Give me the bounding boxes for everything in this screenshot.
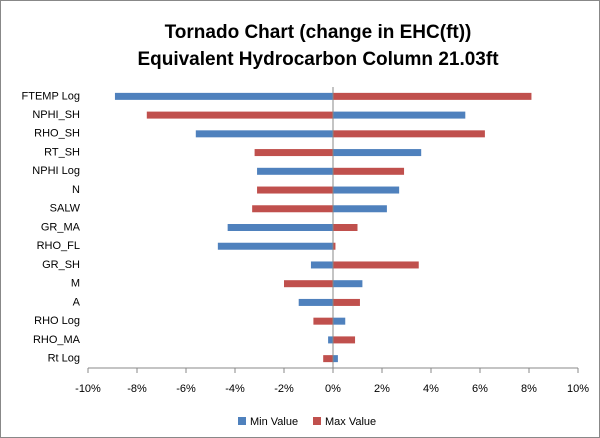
bar <box>333 130 485 138</box>
bar <box>257 186 333 194</box>
bar <box>252 205 333 213</box>
bar <box>333 205 387 213</box>
chart-title: Tornado Chart (change in EHC(ft)) <box>165 22 472 43</box>
y-tick-label: NPHI Log <box>32 165 80 177</box>
y-tick-label: RHO Log <box>34 315 80 327</box>
x-tick-label: 4% <box>423 383 439 395</box>
bar <box>333 261 419 269</box>
bar <box>323 355 333 363</box>
bar <box>333 186 400 194</box>
legend-label: Max Value <box>325 416 376 428</box>
y-tick-label: FTEMP Log <box>22 90 81 102</box>
x-tick-label: -8% <box>127 383 147 395</box>
y-tick-label: Rt Log <box>48 353 80 365</box>
bar <box>284 280 333 288</box>
y-tick-label: SALW <box>50 203 81 215</box>
y-tick-label: GR_MA <box>41 221 81 233</box>
y-tick-label: N <box>72 184 80 196</box>
bar <box>333 280 363 288</box>
x-tick-label: 2% <box>374 383 390 395</box>
y-tick-label: RT_SH <box>44 146 80 158</box>
bar <box>195 130 333 138</box>
x-tick-label: 10% <box>567 383 589 395</box>
bar <box>313 317 333 325</box>
bar <box>310 261 333 269</box>
bar <box>333 317 346 325</box>
x-tick-label: 8% <box>521 383 537 395</box>
x-tick-label: -6% <box>176 383 196 395</box>
legend-label: Min Value <box>250 416 298 428</box>
bar <box>333 298 360 306</box>
legend-swatch <box>238 417 246 425</box>
x-tick-label: -2% <box>274 383 294 395</box>
y-tick-label: M <box>71 278 80 290</box>
bar <box>333 111 466 119</box>
bar <box>333 92 532 100</box>
x-tick-label: -4% <box>225 383 245 395</box>
y-tick-label: RHO_FL <box>37 240 80 252</box>
y-tick-label: GR_SH <box>42 259 80 271</box>
x-tick-label: 0% <box>325 383 341 395</box>
bar <box>254 149 333 157</box>
bar <box>257 167 333 175</box>
bar <box>298 298 333 306</box>
bar <box>217 242 333 250</box>
bar <box>114 92 333 100</box>
bar <box>333 355 338 363</box>
y-tick-label: NPHI_SH <box>32 109 80 121</box>
bar <box>333 242 336 250</box>
legend-swatch <box>313 417 321 425</box>
bar <box>146 111 333 119</box>
bar <box>328 336 333 344</box>
bar <box>333 149 422 157</box>
bar <box>333 167 405 175</box>
bar <box>333 224 358 231</box>
bar <box>227 224 333 231</box>
x-tick-label: 6% <box>472 383 488 395</box>
y-tick-label: RHO_SH <box>34 128 80 140</box>
bar <box>333 336 356 344</box>
chart-subtitle: Equivalent Hydrocarbon Column 21.03ft <box>137 49 499 70</box>
x-tick-label: -10% <box>75 383 101 395</box>
y-tick-label: A <box>73 296 81 308</box>
y-tick-label: RHO_MA <box>33 334 81 346</box>
